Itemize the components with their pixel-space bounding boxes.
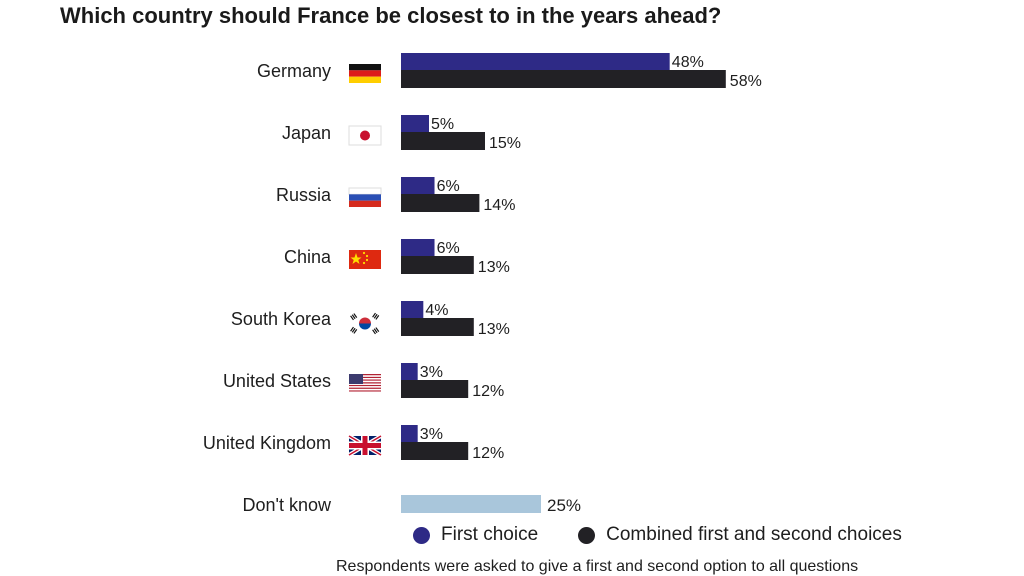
category-label-japan: Japan (282, 123, 331, 143)
bar-first-choice-russia (401, 177, 435, 194)
category-label-south-korea: South Korea (231, 309, 332, 329)
category-label-germany: Germany (257, 61, 331, 81)
bar-combined-united-kingdom (401, 442, 469, 460)
category-label-united-states: United States (223, 371, 331, 391)
value-label-first-choice-china: 6% (437, 240, 460, 257)
china-flag-icon (349, 250, 381, 269)
legend-item-combined: Combined first and second choices (578, 524, 902, 546)
bar-combined-south-korea (401, 318, 474, 336)
bar-divider-south-korea (423, 301, 425, 318)
usa-flag-icon (349, 374, 381, 393)
category-label-china: China (284, 247, 332, 267)
value-label-first-choice-united-states: 3% (420, 364, 443, 381)
value-label-combined-china: 13% (478, 259, 510, 276)
value-label-combined-united-kingdom: 12% (472, 445, 504, 462)
legend-item-first-choice: First choice (413, 524, 538, 546)
bar-combined-japan (401, 132, 485, 150)
legend-swatch-first-choice (413, 526, 430, 544)
bar-divider-united-kingdom (417, 425, 420, 442)
legend-label-first-choice: First choice (441, 524, 539, 545)
value-label-combined-south-korea: 13% (478, 321, 510, 338)
legend-swatch-combined (578, 526, 596, 544)
bar-chart: Germany 48% 58% Japan 5% 15% Russia 6% 14% China 6… (203, 53, 762, 515)
bar-first-choice-germany (401, 53, 670, 70)
russia-flag-icon (348, 187, 382, 207)
category-label-united-kingdom: United Kingdom (203, 433, 331, 453)
bar-divider-china (434, 239, 437, 256)
bar-divider-japan (429, 115, 431, 132)
category-label-don-t-know: Don't know (243, 495, 332, 515)
value-label-first-choice-germany: 48% (672, 54, 704, 71)
value-label-first-choice-united-kingdom: 3% (420, 426, 443, 443)
bar-divider-germany (669, 53, 672, 70)
bar-combined-china (401, 256, 474, 274)
bar-divider-russia (434, 177, 437, 194)
bar-dont-know (401, 495, 541, 513)
category-label-russia: Russia (276, 185, 332, 205)
chart-title: Which country should France be closest t… (60, 3, 722, 28)
bar-first-choice-united-kingdom (401, 425, 418, 442)
germany-flag-icon (349, 64, 381, 83)
bar-divider-united-states (417, 363, 420, 380)
bar-first-choice-japan (401, 115, 429, 132)
legend-label-combined: Combined first and second choices (606, 524, 902, 545)
value-label-combined-japan: 15% (489, 135, 521, 152)
bar-combined-germany (401, 70, 726, 88)
bar-first-choice-united-states (401, 363, 418, 380)
value-label-combined-united-states: 12% (472, 383, 504, 400)
japan-flag-icon (348, 125, 382, 146)
bar-combined-russia (401, 194, 480, 212)
value-label-first-choice-russia: 6% (437, 178, 460, 195)
bar-first-choice-south-korea (401, 301, 424, 318)
legend: First choice Combined first and second c… (413, 524, 942, 546)
uk-flag-icon (347, 434, 383, 457)
value-label-combined-russia: 14% (483, 197, 515, 214)
value-label-first-choice-japan: 5% (431, 116, 454, 133)
value-label-first-choice-south-korea: 4% (425, 302, 448, 319)
value-label-dont-know: 25% (547, 496, 581, 515)
footnote: Respondents were asked to give a first a… (336, 558, 859, 575)
bar-combined-united-states (401, 380, 469, 398)
value-label-combined-germany: 58% (730, 73, 762, 90)
bar-first-choice-china (401, 239, 435, 256)
south-korea-flag-icon (349, 312, 381, 335)
